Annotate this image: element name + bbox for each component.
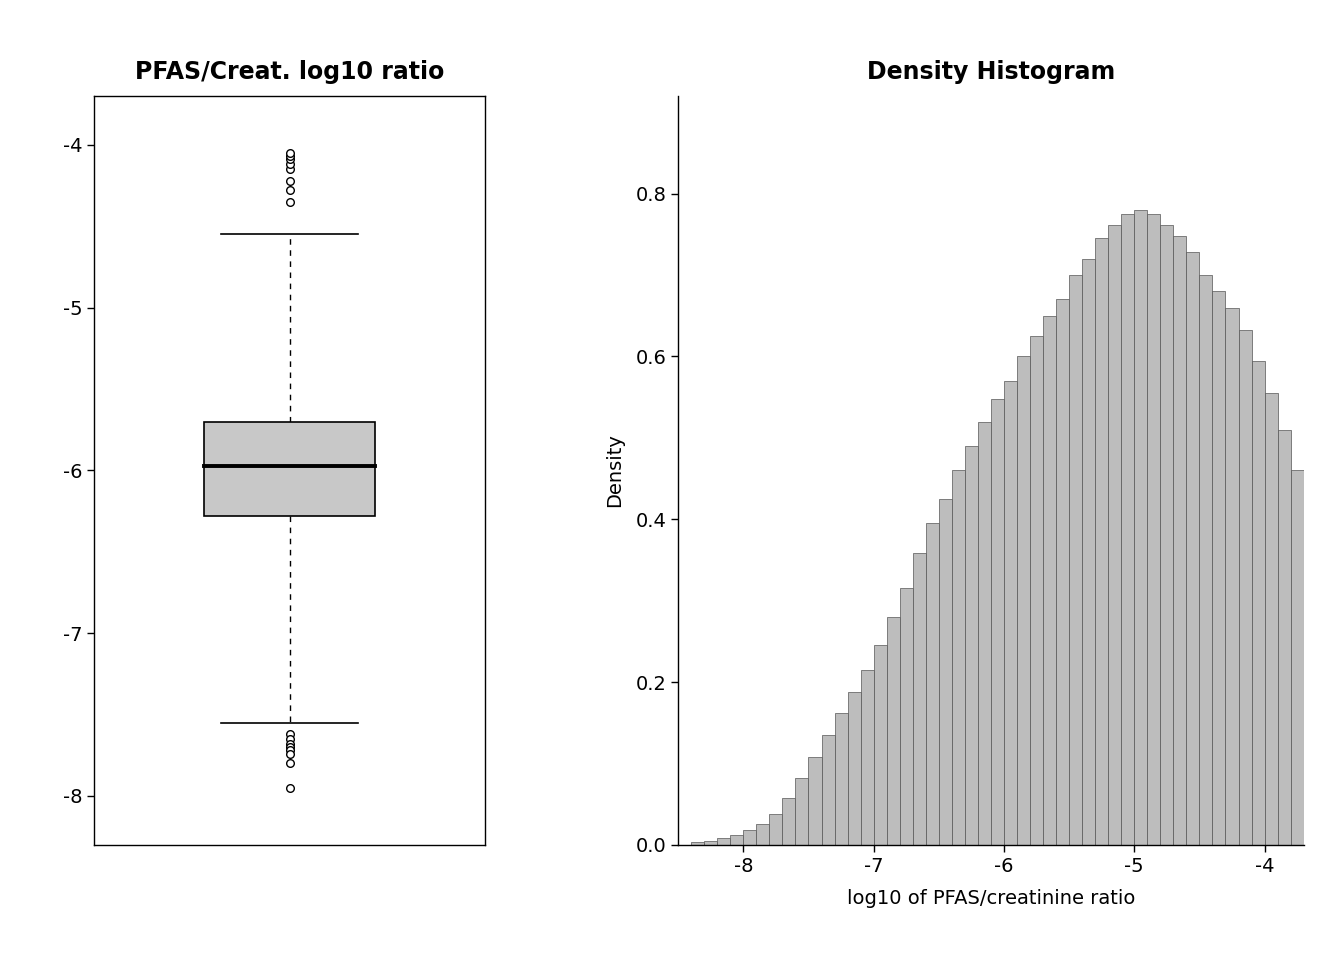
Bar <box>874 645 887 845</box>
Bar <box>1329 583 1343 845</box>
Bar <box>835 713 848 845</box>
Bar <box>769 814 782 845</box>
Title: Density Histogram: Density Histogram <box>867 60 1116 84</box>
Bar <box>1239 330 1251 845</box>
Bar <box>821 735 835 845</box>
Bar <box>704 841 718 845</box>
Bar <box>1148 214 1160 845</box>
Bar <box>952 470 965 845</box>
Bar <box>1199 276 1212 845</box>
Bar <box>1095 238 1109 845</box>
Bar <box>730 835 743 845</box>
Bar <box>1017 356 1030 845</box>
Bar <box>965 446 978 845</box>
Bar <box>1160 225 1173 845</box>
Bar <box>204 421 375 516</box>
Title: PFAS/Creat. log10 ratio: PFAS/Creat. log10 ratio <box>134 60 445 84</box>
Bar <box>1004 381 1017 845</box>
Bar <box>782 798 796 845</box>
Bar <box>860 670 874 845</box>
Bar <box>899 588 913 845</box>
Bar <box>1290 470 1304 845</box>
Bar <box>743 830 757 845</box>
Bar <box>1251 361 1265 845</box>
Bar <box>1173 236 1187 845</box>
Y-axis label: Density: Density <box>605 434 625 507</box>
Bar <box>691 842 704 845</box>
Bar <box>1317 545 1329 845</box>
Bar <box>887 617 899 845</box>
Bar <box>1082 259 1095 845</box>
Bar <box>926 523 939 845</box>
Bar <box>991 398 1004 845</box>
Bar <box>757 825 769 845</box>
Bar <box>796 778 809 845</box>
Bar <box>1134 210 1148 845</box>
Bar <box>1226 307 1239 845</box>
Bar <box>1056 300 1068 845</box>
Bar <box>1043 316 1056 845</box>
Bar <box>1212 291 1226 845</box>
Bar <box>1030 336 1043 845</box>
X-axis label: log10 of PFAS/creatinine ratio: log10 of PFAS/creatinine ratio <box>847 890 1136 908</box>
Bar <box>718 838 730 845</box>
Bar <box>913 553 926 845</box>
Bar <box>1265 393 1278 845</box>
Bar <box>1068 276 1082 845</box>
Bar <box>848 692 860 845</box>
Bar <box>978 421 991 845</box>
Bar <box>939 499 952 845</box>
Bar <box>1187 252 1199 845</box>
Bar <box>1109 225 1121 845</box>
Bar <box>809 756 821 845</box>
Bar <box>1278 430 1290 845</box>
Bar <box>1121 214 1134 845</box>
Bar <box>1304 507 1317 845</box>
